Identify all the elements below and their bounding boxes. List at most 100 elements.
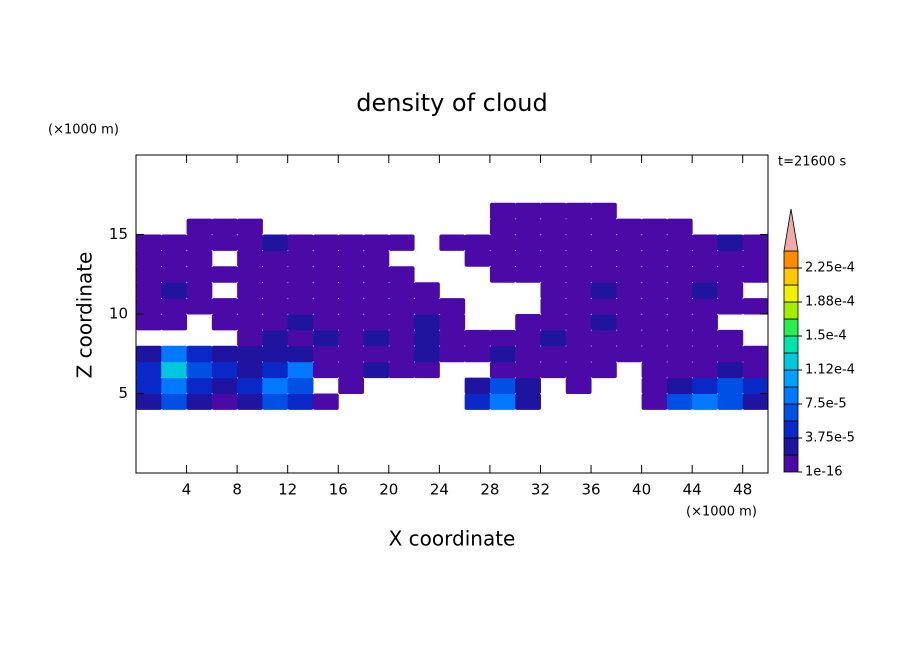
contour-cell [186,266,213,283]
contour-cell [287,329,314,347]
contour-cell [414,345,440,363]
contour-cell [136,266,162,283]
contour-cell [692,266,718,283]
contour-cell [136,234,162,251]
contour-cell [287,361,314,379]
contour-cell [439,298,466,315]
contour-cell [388,314,415,331]
contour-cell [136,250,162,267]
contour-cell [363,314,390,331]
x-unit: (×1000 m) [686,505,757,520]
contour-cell [591,234,617,251]
contour-cell [388,298,415,315]
contour-cell [641,345,668,363]
contour-cell [237,314,263,331]
contour-cell [237,250,263,267]
contour-cell [363,266,390,283]
contour-cell [237,298,263,315]
contour-cell [540,314,567,331]
contour-cell [717,329,744,347]
contour-cell [692,329,718,347]
contour-cell [464,329,491,347]
contour-cell [717,345,744,363]
contour-cell [641,314,668,331]
contour-cell [692,393,718,410]
x-tick-label: 32 [531,481,550,499]
colorbar-box [783,386,799,405]
contour-cell [616,329,643,347]
colorbar-box [783,267,799,286]
contour-cell [262,250,289,267]
contour-cell [211,234,238,251]
contour-cell [211,361,238,379]
contour-cell [312,329,339,347]
contour-cell [363,250,390,267]
contour-cell [641,218,668,235]
contour-cell [641,329,668,347]
contour-cell [515,345,541,363]
contour-cell [439,314,466,331]
contour-cell [565,282,592,299]
contour-cell [414,329,440,347]
contour-cell [338,361,365,379]
contour-cell [262,361,289,379]
contour-cell [414,314,440,331]
contour-cell [616,345,643,363]
contour-cell [692,282,718,299]
contour-cell [287,298,314,315]
contour-cell [338,329,365,347]
contour-cell [540,298,567,315]
contour-cell [540,361,567,379]
contour-cell [237,218,263,235]
contour-cell [742,298,769,315]
contour-cell [489,345,516,363]
contour-cell [641,377,668,394]
contour-cell [666,298,693,315]
contour-cell [515,234,541,251]
contour-cell [591,282,617,299]
contour-cell [338,266,365,283]
contour-cell [439,329,466,347]
contour-cell [616,266,643,283]
contour-cell [161,282,188,299]
contour-cell [262,345,289,363]
contour-cell [464,345,491,363]
colorbar-box [783,437,799,456]
contour-cell [692,314,718,331]
contour-cell [692,250,718,267]
contour-cell [565,314,592,331]
contour-cell [287,250,314,267]
contour-cell [287,282,314,299]
contour-cell [742,393,769,410]
contour-cell [414,298,440,315]
contour-cell [161,250,188,267]
contour-cell [717,298,744,315]
x-tick-label: 20 [379,481,398,499]
contour-cell [186,298,213,315]
contour-cell [565,298,592,315]
contour-cell [338,282,365,299]
contour-cell [211,314,238,331]
contour-cell [489,218,516,235]
contour-cell [262,377,289,394]
contour-cell [666,314,693,331]
contour-cell [641,282,668,299]
colorbar-tick-label: 1.88e-4 [805,295,855,310]
contour-cell [287,234,314,251]
contour-cell [591,218,617,235]
contour-cell [464,393,491,410]
contour-cell [565,329,592,347]
contour-cell [641,250,668,267]
contour-cell [186,345,213,363]
contour-cell [540,282,567,299]
contour-cell [237,282,263,299]
contour-cell [161,234,188,251]
contour-cell [489,377,516,394]
contour-cell [312,282,339,299]
contour-cell [237,377,263,394]
contour-cell [540,234,567,251]
contour-cell [489,234,516,251]
contour-cell [237,393,263,410]
contour-cell [717,266,744,283]
contour-cell [591,202,617,220]
